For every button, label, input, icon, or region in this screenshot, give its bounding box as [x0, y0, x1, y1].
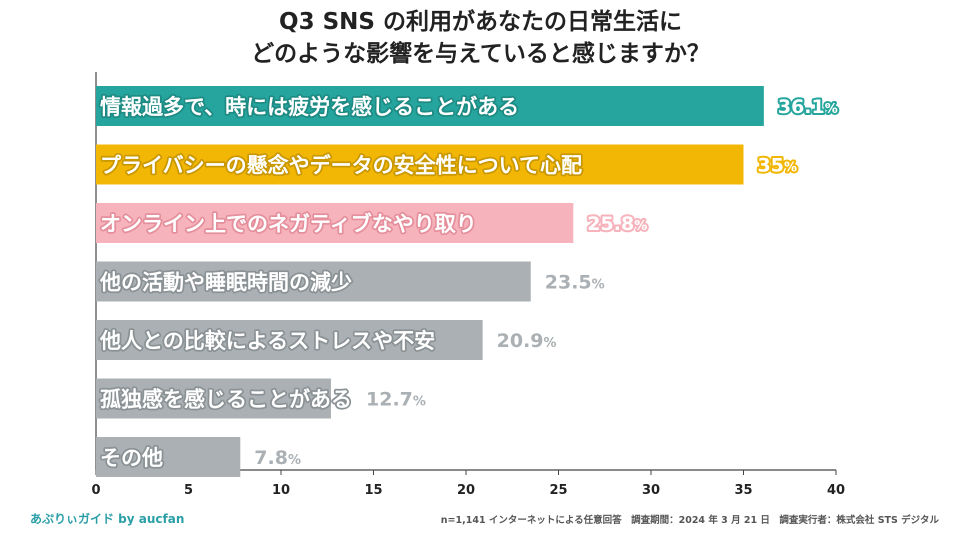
bar-value-label: 12.7%: [366, 389, 426, 411]
x-tick-label: 0: [91, 483, 100, 498]
chart-title: Q3 SNS の利用があなたの日常生活に どのような影響を与えていると感じますか…: [0, 6, 961, 70]
bar: [96, 378, 331, 419]
bar: [96, 203, 574, 243]
bar-value-label: 20.9%: [497, 330, 557, 352]
x-tick-label: 40: [827, 483, 845, 498]
bar: [96, 144, 744, 185]
bar-category-label: プライバシーの懸念やデータの安全性について心配: [100, 154, 582, 178]
bar-value-label: 23.5%: [545, 272, 605, 294]
bar: [96, 320, 483, 360]
bar-category-label: 他の活動や睡眠時間の減少: [99, 271, 352, 295]
x-tick-label: 35: [734, 483, 752, 498]
x-tick-label: 30: [642, 483, 660, 498]
bar-value-label: 25.8%: [587, 213, 647, 235]
bar-category-label: 孤独感を感じることがある: [100, 388, 352, 412]
x-tick-label: 10: [272, 483, 290, 498]
x-tick-label: 15: [364, 483, 382, 498]
bar-value-label: 7.8%: [254, 447, 301, 469]
x-tick-label: 25: [549, 483, 567, 498]
x-tick-label: 5: [184, 483, 193, 498]
footer-survey-note: n=1,141 インターネットによる任意回答 調査期間：2024 年 3 月 2…: [440, 515, 939, 526]
bar: [96, 261, 531, 302]
bar-category-label: その他: [100, 446, 163, 470]
chart-title-line-1: Q3 SNS の利用があなたの日常生活に: [279, 9, 682, 35]
x-tick-label: 20: [457, 483, 475, 498]
bar: [96, 437, 241, 477]
bar-value-label: 36.1%: [778, 96, 838, 118]
footer-brand[interactable]: あぷりぃガイド by aucfan: [30, 512, 185, 526]
bar-value-label: 35%: [758, 155, 797, 177]
chart-title-line-2: どのような影響を与えていると感じますか？: [251, 41, 710, 67]
bar-category-label: 他人との比較によるストレスや不安: [99, 329, 435, 353]
bar-category-label: 情報過多で、時には疲労を感じることがある: [100, 95, 519, 119]
bar-category-label: オンライン上でのネガティブなやり取り: [100, 212, 477, 236]
bar: [96, 86, 764, 126]
